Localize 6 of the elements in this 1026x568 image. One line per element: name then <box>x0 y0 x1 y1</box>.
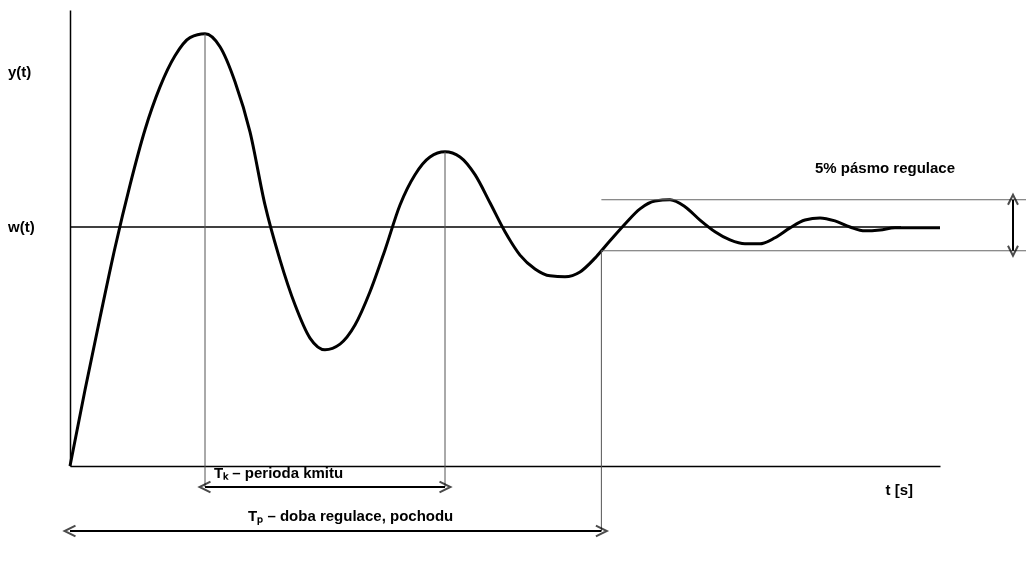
annotation: Tₖ – perioda kmitu <box>214 464 344 481</box>
text: Tₚ – doba regulace, pochodu <box>248 507 454 525</box>
ref-line-label: 5% pásmo regulace <box>814 158 956 176</box>
y-axis-title: y(t) <box>8 63 32 80</box>
x-axis-title: t [s] <box>885 481 913 498</box>
ref-line-label: w(t) <box>7 217 35 235</box>
